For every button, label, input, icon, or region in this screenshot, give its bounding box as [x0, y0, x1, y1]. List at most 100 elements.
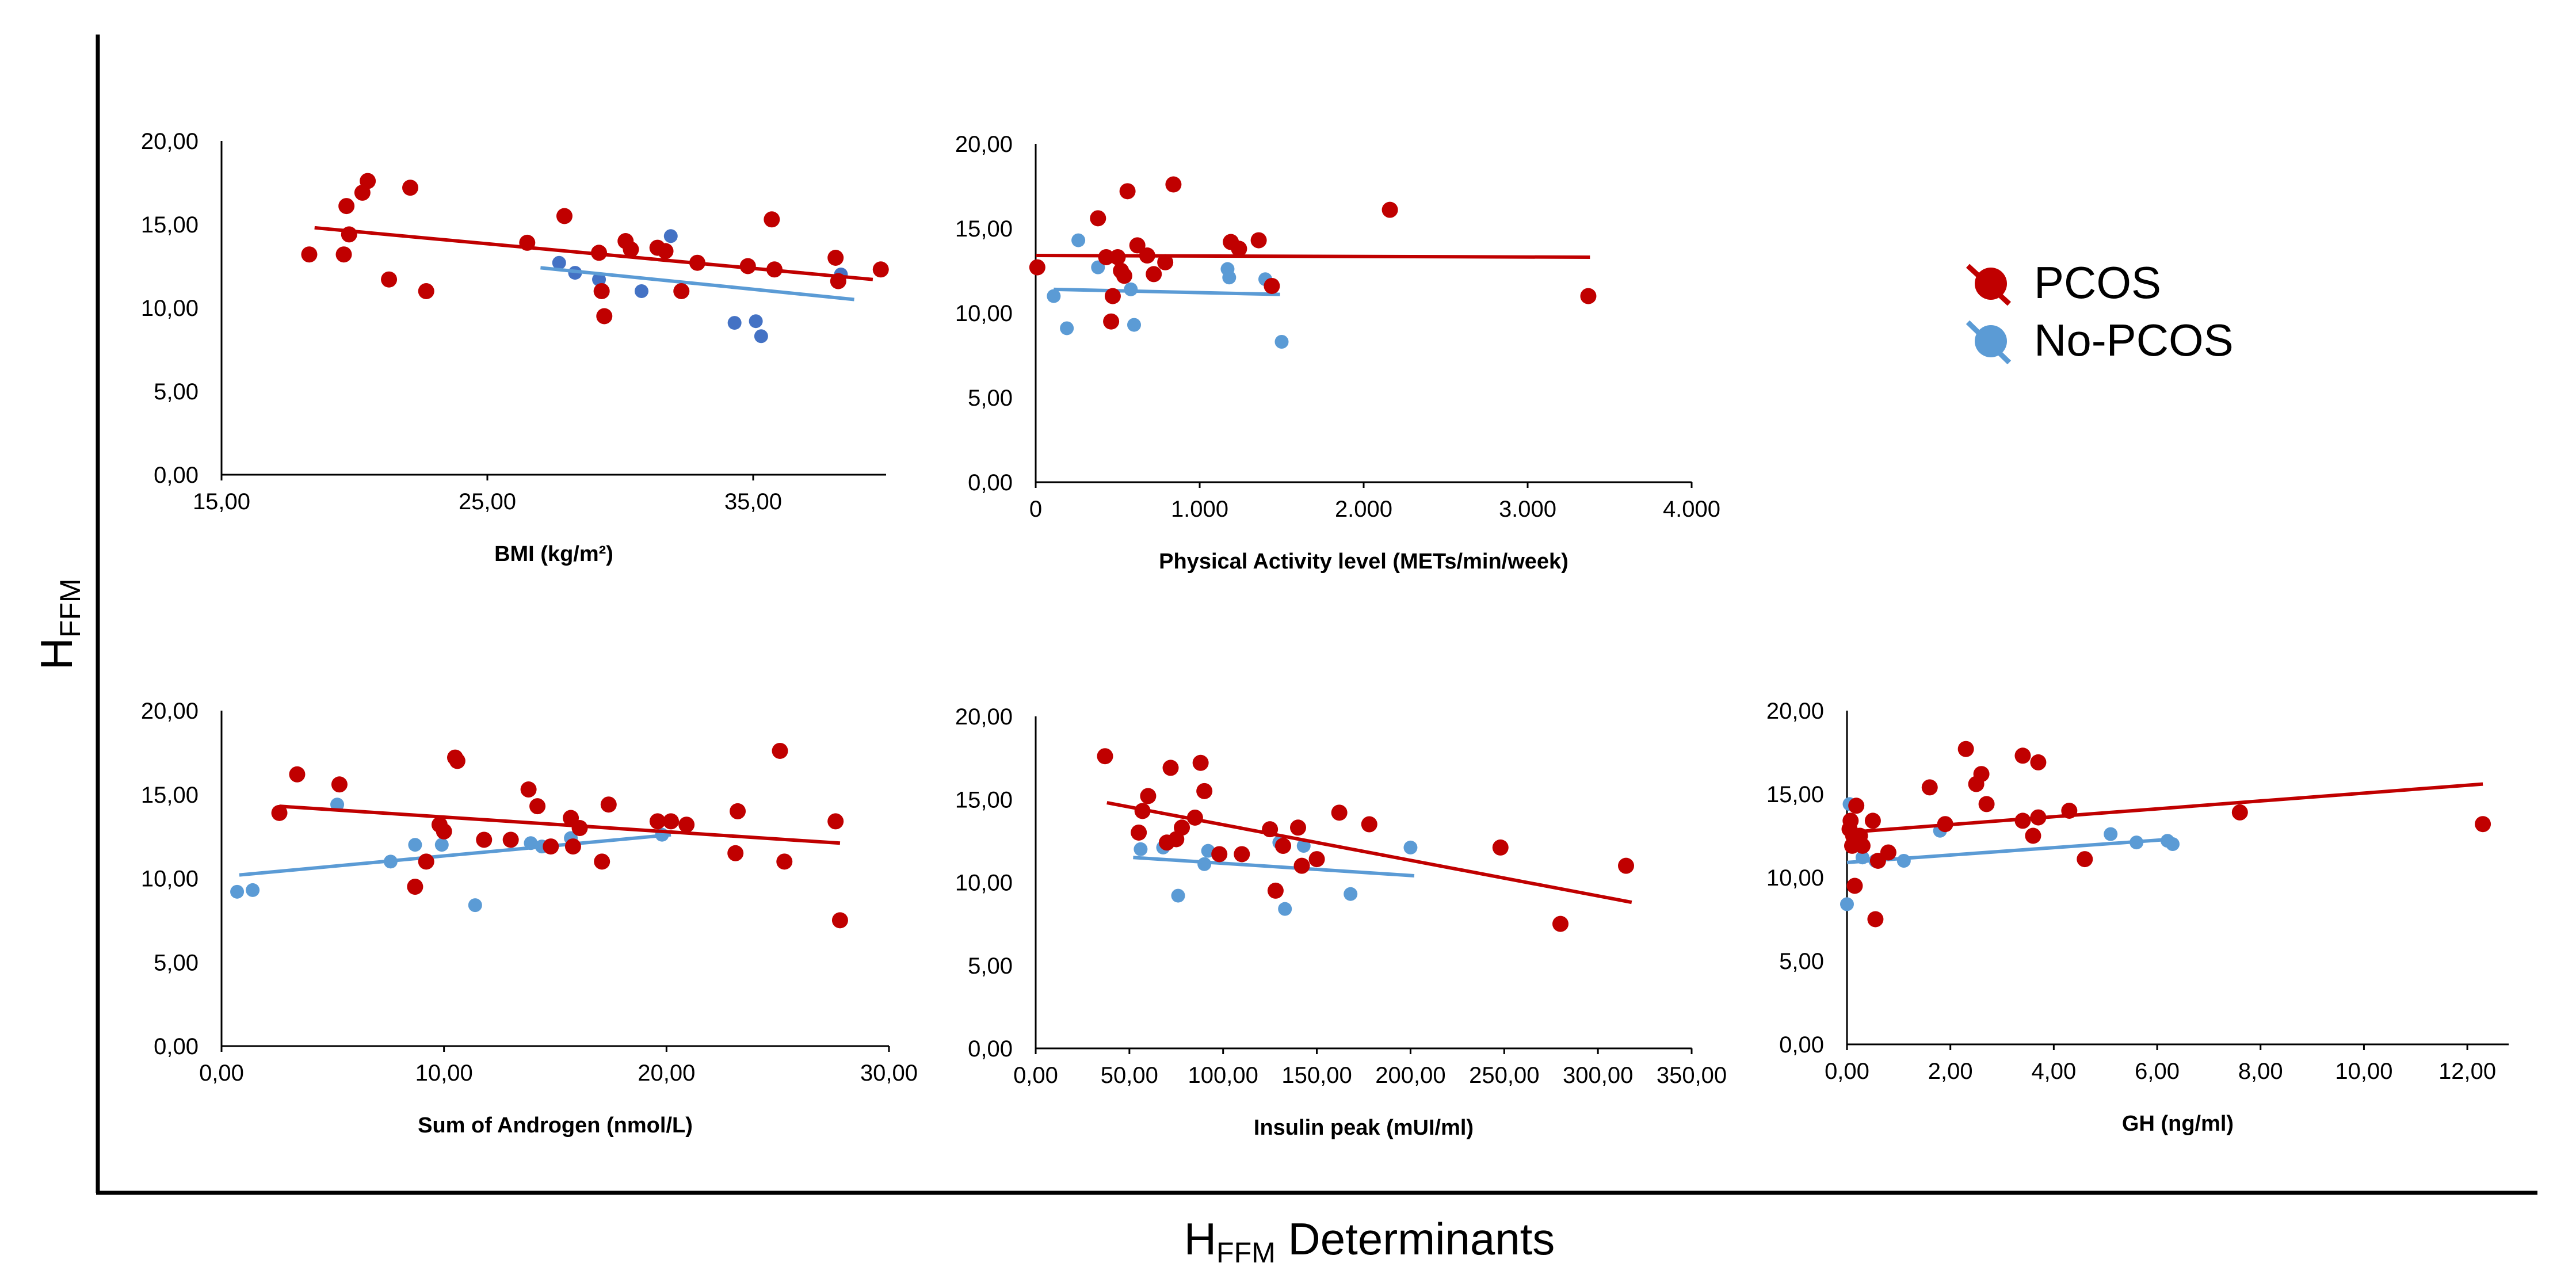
gh-y-tick-label: 15,00: [1766, 782, 1824, 807]
panel-physical-activity: 0,00 5,00 10,00 15,00 20,00 0 1.000 2.000 3.000 4…: [955, 132, 1720, 574]
panel-bmi: 0,00 5,00 10,00 15,00 20,00 15,00 25,00 35,00 BM…: [141, 129, 889, 566]
gh-x-tick-label: 2,00: [1928, 1059, 1973, 1084]
physical-activity-point-pcos: [1116, 268, 1132, 284]
physical-activity-point-pcos: [1029, 259, 1045, 276]
gh-x-tick-label: 4,00: [2031, 1059, 2076, 1084]
sum-of-androgen-y-tick-label: 5,00: [154, 950, 199, 975]
physical-activity-x-tick-label: 2.000: [1335, 497, 1392, 522]
bmi-point-pcos: [556, 208, 573, 224]
sum-of-androgen-point-pcos: [502, 831, 519, 848]
sum-of-androgen-x-axis-label: Sum of Androgen (nmol/L): [418, 1113, 693, 1138]
physical-activity-y-tick-label: 10,00: [955, 301, 1013, 326]
insulin-peak-point-pcos: [1618, 857, 1634, 874]
sum-of-androgen-y-tick-label: 10,00: [141, 867, 199, 892]
bmi-trendline-nopcos: [540, 266, 854, 302]
sum-of-androgen-point-nopcos: [434, 838, 449, 852]
gh-trendline-nopcos: [1846, 837, 2173, 864]
panel-gh: 0,00 5,00 10,00 15,00 20,00 0,00 2,00 4,00 6,00 8…: [1766, 699, 2509, 1136]
gh-point-pcos: [2025, 827, 2041, 844]
physical-activity-point-pcos: [1119, 183, 1136, 200]
bmi-point-pcos: [402, 180, 419, 196]
physical-activity-point-pcos: [1264, 277, 1280, 294]
bmi-point-pcos: [338, 198, 355, 215]
insulin-peak-point-pcos: [1196, 783, 1213, 799]
insulin-peak-point-pcos: [1331, 804, 1348, 821]
sum-of-androgen-point-pcos: [730, 803, 746, 819]
physical-activity-x-tick-label: 3.000: [1499, 497, 1556, 522]
insulin-peak-point-pcos: [1234, 846, 1250, 863]
gh-point-pcos: [1973, 766, 1990, 783]
bmi-x-tick-label: 25,00: [459, 489, 516, 514]
insulin-peak-point-nopcos: [1403, 840, 1418, 854]
physical-activity-point-nopcos: [1060, 321, 1074, 335]
insulin-peak-point-pcos: [1308, 851, 1325, 868]
sum-of-androgen-point-pcos: [663, 813, 680, 830]
physical-activity-point-nopcos: [1071, 233, 1086, 247]
insulin-peak-point-pcos: [1131, 824, 1147, 841]
gh-point-pcos: [1848, 798, 1865, 814]
bmi-y-tick-label: 0,00: [154, 463, 199, 488]
sum-of-androgen-point-nopcos: [330, 798, 345, 812]
sum-of-androgen-point-pcos: [678, 816, 695, 833]
physical-activity-point-pcos: [1090, 210, 1106, 227]
bmi-x-axis-label: BMI (kg/m²): [494, 542, 613, 566]
bmi-x-tick-label: 35,00: [724, 489, 782, 514]
bmi-point-pcos: [335, 246, 352, 263]
sum-of-androgen-point-pcos: [831, 912, 848, 929]
physical-activity-point-pcos: [1103, 313, 1120, 330]
insulin-peak-y-tick-label: 5,00: [968, 953, 1013, 979]
sum-of-androgen-point-nopcos: [468, 898, 482, 913]
sum-of-androgen-point-nopcos: [246, 883, 260, 897]
legend-pcos-marker-swatch: [1975, 268, 2007, 300]
bmi-point-nopcos: [552, 255, 566, 270]
insulin-peak-point-pcos: [1174, 819, 1190, 836]
physical-activity-y-tick-label: 5,00: [968, 386, 1013, 411]
insulin-peak-point-pcos: [1492, 839, 1509, 856]
bmi-point-nopcos: [663, 229, 678, 243]
sum-of-androgen-y-tick-label: 0,00: [154, 1034, 199, 1059]
gh-y-tick-label: 20,00: [1766, 699, 1824, 724]
sum-of-androgen-point-pcos: [289, 766, 306, 783]
bmi-x-tick-label: 15,00: [193, 489, 250, 514]
sum-of-androgen-x-tick-label: 0,00: [199, 1060, 244, 1086]
sum-of-androgen-point-pcos: [271, 804, 288, 821]
legend-item-nopcos: No-PCOS: [1966, 315, 2234, 365]
sum-of-androgen-point-pcos: [436, 823, 452, 840]
insulin-peak-point-pcos: [1361, 816, 1377, 833]
gh-x-tick-label: 12,00: [2438, 1059, 2496, 1084]
bmi-y-tick-label: 20,00: [141, 129, 199, 154]
sum-of-androgen-point-pcos: [600, 796, 617, 813]
gh-point-pcos: [2231, 804, 2248, 821]
bmi-point-nopcos: [754, 329, 768, 344]
bmi-point-nopcos: [592, 272, 606, 287]
gh-point-pcos: [1842, 812, 1859, 829]
gh-x-tick-label: 0,00: [1825, 1059, 1869, 1084]
physical-activity-point-pcos: [1104, 288, 1121, 304]
insulin-peak-x-tick-label: 200,00: [1375, 1063, 1445, 1088]
insulin-peak-point-pcos: [1293, 857, 1310, 874]
insulin-peak-x-tick-label: 150,00: [1281, 1063, 1352, 1088]
insulin-peak-y-tick-label: 20,00: [955, 704, 1013, 730]
bmi-point-pcos: [657, 243, 674, 260]
gh-point-nopcos: [1896, 854, 1911, 868]
insulin-peak-x-tick-label: 50,00: [1101, 1063, 1158, 1088]
sum-of-androgen-x-tick-label: 10,00: [415, 1060, 473, 1086]
insulin-peak-x-tick-label: 100,00: [1188, 1063, 1258, 1088]
gh-point-pcos: [1854, 837, 1871, 854]
gh-point-pcos: [1864, 812, 1881, 829]
sum-of-androgen-point-pcos: [827, 813, 844, 830]
bmi-trendline-pcos: [314, 226, 873, 281]
bmi-point-pcos: [739, 258, 756, 274]
gh-point-pcos: [1921, 779, 1938, 796]
panel-insulin-peak: 0,00 5,00 10,00 15,00 20,00 0,00 50,00 100,00 15…: [955, 704, 1727, 1140]
sum-of-androgen-point-nopcos: [408, 838, 422, 852]
insulin-peak-x-tick-label: 0,00: [1013, 1063, 1058, 1088]
physical-activity-point-pcos: [1129, 237, 1146, 254]
sum-of-androgen-point-pcos: [331, 776, 348, 793]
bmi-y-tick-label: 5,00: [154, 379, 199, 405]
physical-activity-point-pcos: [1157, 254, 1174, 270]
gh-x-tick-label: 10,00: [2335, 1059, 2392, 1084]
bmi-point-pcos: [418, 283, 434, 299]
sum-of-androgen-point-pcos: [727, 845, 744, 861]
physical-activity-point-pcos: [1382, 201, 1398, 218]
